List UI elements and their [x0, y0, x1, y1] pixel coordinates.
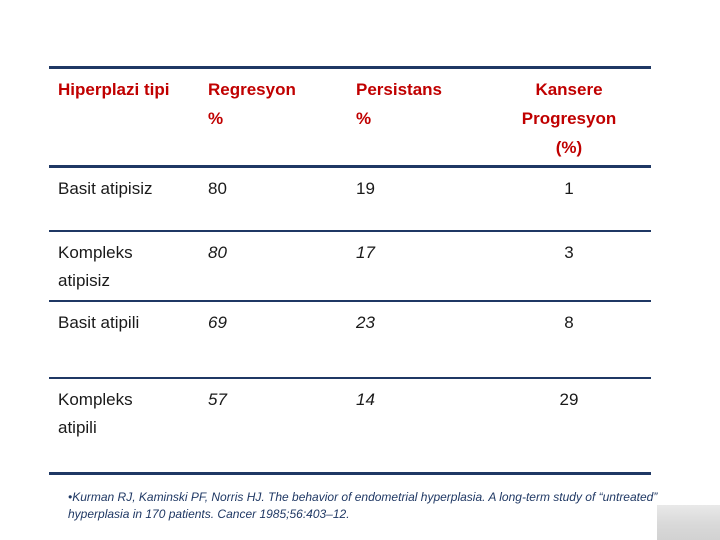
kansere-value: 1	[564, 179, 574, 198]
table-row-basit-atipisiz: Basit atipisiz 80 19 1	[49, 168, 651, 232]
header-kansere-progresyon: Kansere Progresyon (%)	[521, 80, 617, 157]
persistans-value: 23	[356, 313, 375, 332]
watermark-box	[657, 505, 720, 540]
row-label: Kompleks atipisiz	[58, 243, 133, 290]
row-label: Basit atipisiz	[58, 179, 153, 198]
regresyon-value: 80	[208, 243, 227, 262]
table-row-kompleks-atipili: Kompleks atipili 57 14 29	[49, 379, 651, 472]
persistans-value: 14	[356, 390, 375, 409]
regresyon-value: 80	[208, 179, 227, 198]
regresyon-value: 69	[208, 313, 227, 332]
header-regresyon: Regresyon %	[208, 80, 296, 128]
citation-footnote: •Kurman RJ, Kaminski PF, Norris HJ. The …	[68, 490, 658, 521]
table-row-kompleks-atipisiz: Kompleks atipisiz 80 17 3	[49, 232, 651, 302]
kansere-value: 3	[564, 243, 574, 262]
kansere-value: 8	[564, 313, 574, 332]
regresyon-value: 57	[208, 390, 227, 409]
hyperplasia-outcomes-table: Hiperplazi tipi Regresyon % Persistans %…	[49, 66, 651, 475]
table-row-basit-atipili: Basit atipili 69 23 8	[49, 302, 651, 379]
kansere-value: 29	[559, 390, 579, 409]
row-label: Basit atipili	[58, 313, 140, 332]
persistans-value: 19	[356, 179, 375, 198]
row-label: Kompleks atipili	[58, 390, 133, 437]
header-persistans: Persistans %	[356, 80, 442, 128]
header-hiperplazi-tipi: Hiperplazi tipi	[58, 80, 170, 99]
persistans-value: 17	[356, 243, 375, 262]
table-header-row: Hiperplazi tipi Regresyon % Persistans %…	[49, 69, 651, 168]
